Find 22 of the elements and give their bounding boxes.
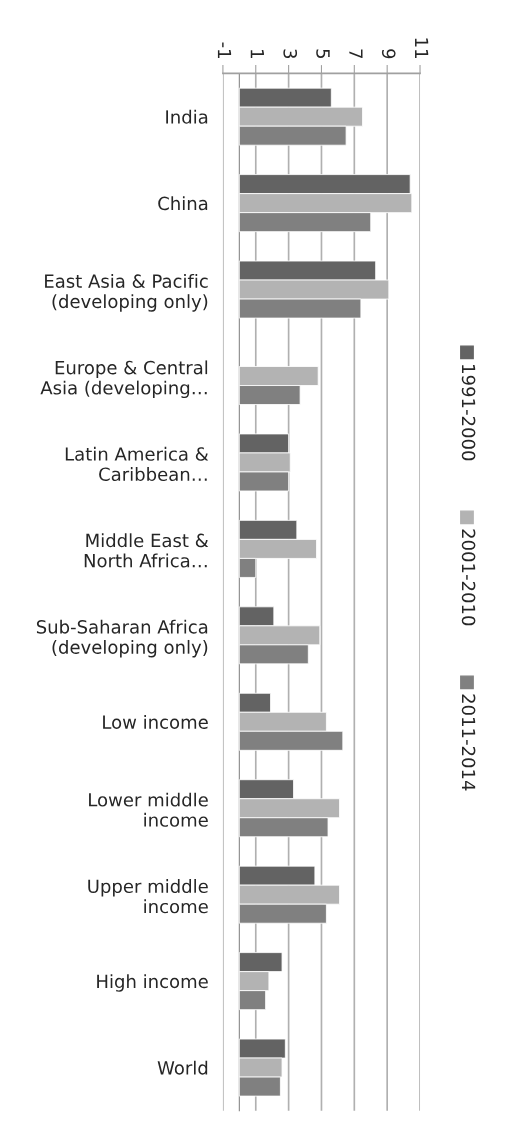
legend-label: 1991-2000 xyxy=(461,365,476,461)
y-tick-label: Latin America & Caribbean… xyxy=(65,446,209,482)
x-tick-label: 1 xyxy=(250,50,264,58)
y-tick-label: Low income xyxy=(103,714,208,729)
y-tick-label: East Asia & Pacific (developing only) xyxy=(45,273,208,312)
x-tick-label: 9 xyxy=(381,49,396,59)
y-tick-label: Europe & Central Asia (developing… xyxy=(40,360,208,399)
y-tick-label: World xyxy=(157,1060,208,1075)
x-tick-label: 5 xyxy=(316,49,330,58)
legend-label: 2011-2014 xyxy=(461,694,476,791)
y-tick-label: High income xyxy=(97,974,208,992)
y-tick-label: Lower middle income xyxy=(89,792,208,827)
y-tick-label: Middle East & North Africa… xyxy=(84,533,209,568)
x-tick-label: 7 xyxy=(349,49,363,59)
x-tick-label: 3 xyxy=(283,49,298,59)
y-tick-label: China xyxy=(158,196,208,211)
y-tick-label: Sub-Saharan Africa (developing only) xyxy=(36,619,208,658)
y-tick-label: India xyxy=(166,109,208,124)
x-tick-label: 11 xyxy=(415,38,429,58)
x-tick-label: -1 xyxy=(217,42,232,58)
y-tick-label: Upper middle income xyxy=(88,879,208,914)
legend-label: 2001-2010 xyxy=(461,529,476,626)
